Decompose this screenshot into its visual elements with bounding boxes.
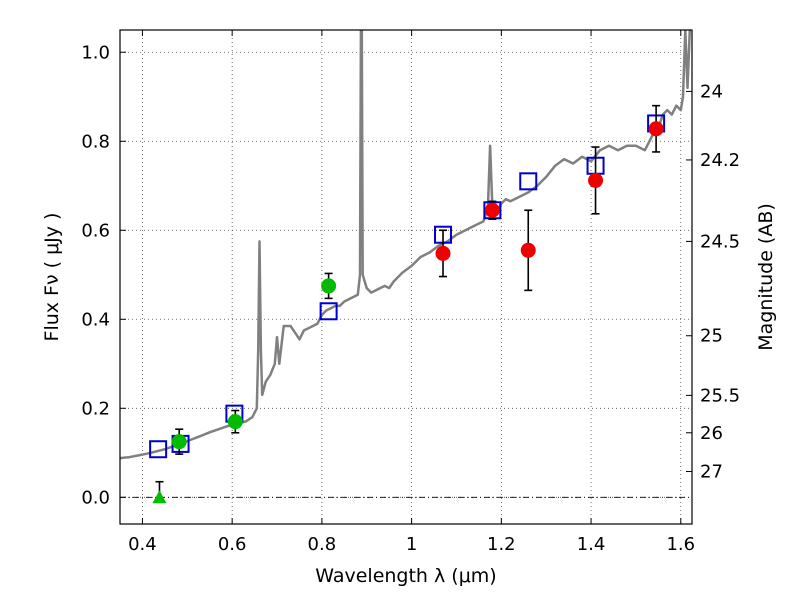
- y2-tick-label: 24.2: [700, 150, 740, 171]
- x-tick-label: 0.6: [218, 534, 247, 555]
- y-tick-label: 1.0: [81, 42, 110, 63]
- x-axis-label: Wavelength λ (μm): [315, 565, 496, 587]
- observed-data-point: [484, 202, 500, 218]
- axes: 0.4 0.6 0.8 1 1.2 1.4 1.6 0.0 0.2 0.4 0.6 0.8 1.0 24 2…: [81, 30, 740, 555]
- y-axis-label: Flux Fν ( μJy ): [41, 213, 63, 342]
- y-tick-label: 0.0: [81, 487, 110, 508]
- observed-data-point: [321, 278, 337, 294]
- model-photometry-marker: [319, 302, 338, 321]
- y2-axis-label: Magnitude (AB): [755, 203, 777, 351]
- x-tick-label: 1.4: [577, 534, 606, 555]
- observed-data-point: [520, 242, 536, 258]
- observed-data-point: [648, 121, 664, 137]
- observed-data-point: [171, 434, 187, 450]
- y2-tick-label: 25: [700, 326, 723, 347]
- x-tick-label: 1.6: [666, 534, 695, 555]
- y2-tick-label: 25.5: [700, 385, 740, 406]
- model-photometry-marker: [519, 172, 538, 191]
- x-tick-label: 0.8: [308, 534, 337, 555]
- y-tick-label: 0.4: [81, 309, 110, 330]
- x-tick-label: 0.4: [128, 534, 157, 555]
- plot-content: [120, 30, 692, 504]
- y2-tick-label: 26: [700, 423, 723, 444]
- y-tick-label: 0.2: [81, 398, 110, 419]
- spectrum-line: [120, 30, 692, 460]
- observed-data-point: [227, 414, 243, 430]
- y2-tick-label: 24: [700, 81, 723, 102]
- observed-data-point: [435, 245, 451, 261]
- observed-data-point: [588, 172, 604, 188]
- y2-tick-label: 24.5: [700, 231, 740, 252]
- x-tick-label: 1: [406, 534, 417, 555]
- grid: [120, 30, 692, 524]
- plot-frame: [119, 29, 693, 525]
- model-photometry-marker: [149, 440, 168, 459]
- y-tick-label: 0.6: [81, 220, 110, 241]
- y-tick-label: 0.8: [81, 131, 110, 152]
- x-tick-label: 1.2: [487, 534, 516, 555]
- upper-limit-marker: [152, 490, 167, 504]
- y2-tick-label: 27: [700, 461, 723, 482]
